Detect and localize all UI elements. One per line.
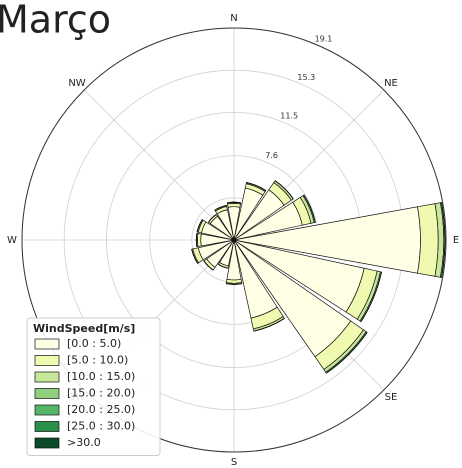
legend-label: [25.0 : 30.0)	[67, 420, 135, 433]
direction-label: W	[7, 235, 17, 246]
plot: 3.87.611.515.319.1NNEESESSWWNW	[7, 13, 459, 468]
legend-label: >30.0	[67, 436, 101, 449]
spoke	[83, 89, 235, 241]
r-tick-label: 15.3	[297, 73, 315, 82]
legend-swatch	[34, 421, 60, 432]
wedge	[208, 214, 217, 223]
direction-label: N	[230, 13, 237, 24]
r-tick-label: 19.1	[315, 35, 333, 44]
wedge	[246, 182, 267, 191]
legend-swatch	[34, 355, 60, 366]
legend: WindSpeed[m/s] [0.0 : 5.0) [5.0 : 10.0) [10…	[26, 317, 161, 456]
legend-box	[26, 317, 161, 456]
legend-label: [5.0 : 10.0)	[67, 354, 128, 367]
legend-swatch	[34, 404, 60, 416]
frame	[21, 27, 447, 453]
wedge	[191, 249, 198, 264]
r-tick-label: 11.5	[280, 112, 298, 121]
wedge	[226, 283, 242, 285]
wedge	[227, 201, 241, 204]
legend-swatch	[34, 371, 60, 383]
legend-label: [10.0 : 15.0)	[67, 370, 135, 383]
r-tick-label: 7.6	[265, 151, 278, 160]
direction-label: NW	[68, 78, 85, 89]
wedge	[253, 318, 285, 332]
direction-label: SE	[385, 392, 398, 403]
legend-label: [0.0 : 5.0)	[67, 337, 121, 350]
legend-label: [15.0 : 20.0)	[67, 387, 135, 400]
wedge	[196, 219, 203, 233]
legend-swatch	[34, 437, 60, 449]
wedge	[195, 233, 198, 247]
direction-label: NE	[384, 78, 398, 89]
direction-label: S	[231, 457, 237, 468]
chart-title: Março	[0, 0, 111, 42]
direction-label: E	[453, 235, 459, 246]
legend-swatch	[34, 338, 60, 350]
legend-label: [20.0 : 25.0)	[67, 403, 135, 416]
legend-title: WindSpeed[m/s]	[33, 322, 135, 335]
wedge	[417, 203, 439, 277]
legend-swatch	[34, 388, 60, 399]
